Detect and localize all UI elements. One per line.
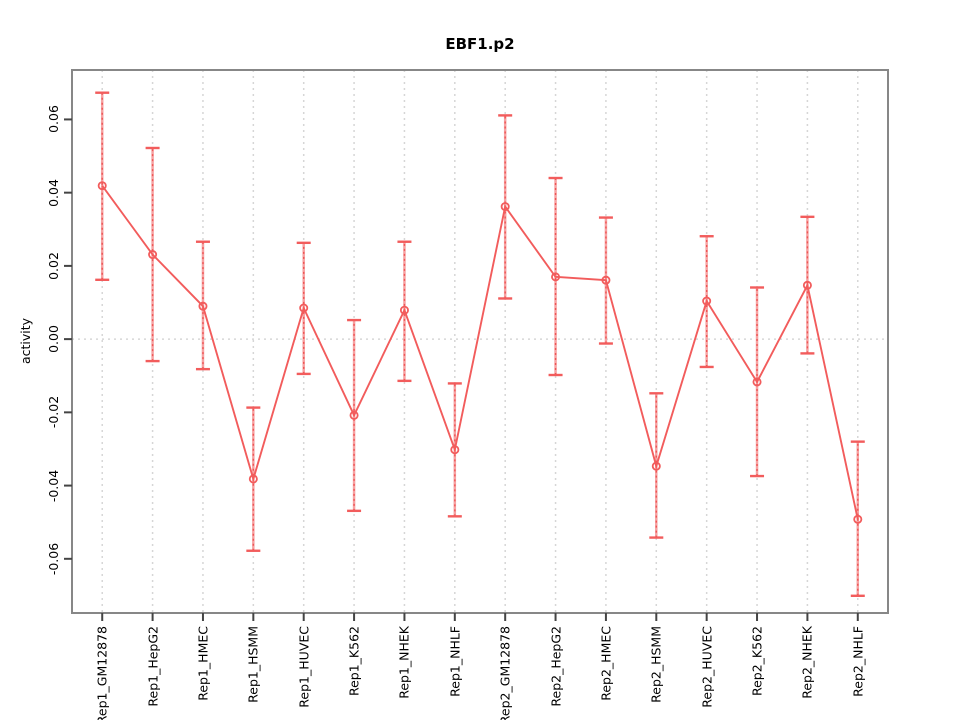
- y-tick-label: 0.06: [46, 105, 61, 134]
- x-category-label: Rep1_HMEC: [195, 626, 211, 701]
- chart-title: EBF1.p2: [445, 35, 515, 53]
- y-axis-label: activity: [18, 317, 33, 365]
- x-category-label: Rep1_NHLF: [447, 626, 463, 697]
- x-category-label: Rep1_HSMM: [245, 626, 261, 703]
- data-point: [450, 445, 460, 455]
- series-line: [101, 185, 859, 520]
- data-point: [601, 275, 611, 285]
- x-category-label: Rep2_HSMM: [648, 626, 664, 703]
- x-category-label: Rep2_NHLF: [850, 626, 866, 697]
- data-point: [752, 377, 762, 387]
- data-point: [97, 181, 107, 191]
- x-category-label: Rep2_NHEK: [799, 626, 815, 699]
- x-category-label: Rep1_HepG2: [145, 626, 161, 707]
- y-tick-label: -0.04: [46, 469, 61, 502]
- y-tick-label: 0.00: [46, 325, 61, 354]
- data-point: [248, 474, 258, 484]
- data-point: [802, 280, 812, 290]
- x-category-label: Rep1_K562: [346, 626, 362, 697]
- data-point: [349, 410, 359, 420]
- data-point: [399, 305, 409, 315]
- y-tick-label: 0.02: [46, 251, 61, 280]
- data-point: [651, 461, 661, 471]
- data-point: [500, 202, 510, 212]
- y-tick-label: -0.02: [46, 396, 61, 429]
- x-category-label: Rep2_GM12878: [497, 626, 513, 720]
- y-tick-label: -0.06: [46, 542, 61, 575]
- x-category-label: Rep1_GM12878: [94, 626, 110, 720]
- y-tick-label: 0.04: [46, 178, 61, 207]
- data-point: [198, 301, 208, 311]
- data-point: [702, 296, 712, 306]
- data-point: [551, 272, 561, 282]
- data-point: [299, 303, 309, 313]
- x-category-label: Rep1_HUVEC: [296, 626, 312, 708]
- x-category-label: Rep2_HepG2: [548, 626, 564, 707]
- x-category-label: Rep2_HMEC: [598, 626, 614, 701]
- plot-border: [71, 69, 889, 614]
- x-category-label: Rep1_NHEK: [396, 626, 412, 699]
- data-point: [853, 514, 863, 524]
- x-category-label: Rep2_K562: [749, 626, 765, 697]
- x-category-label: Rep2_HUVEC: [699, 626, 715, 708]
- data-point: [148, 250, 158, 260]
